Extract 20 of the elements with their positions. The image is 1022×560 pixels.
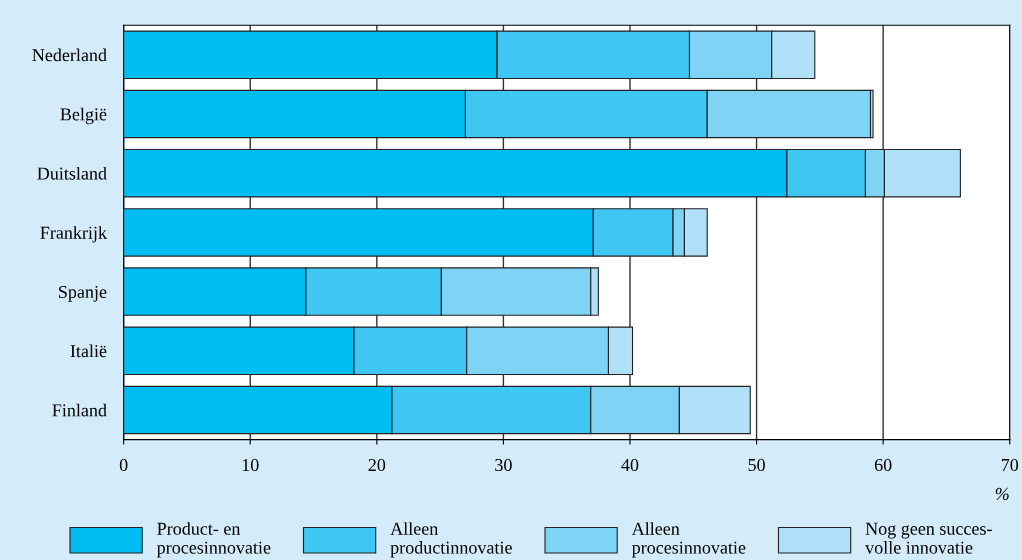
x-tick-label: 70 (1001, 458, 1019, 472)
x-tick-label: 0 (119, 458, 128, 472)
y-tick-label: Spanje (59, 285, 107, 302)
x-tick-label: 20 (368, 458, 386, 472)
x-tick-label: 40 (621, 458, 639, 472)
y-tick-label: Italië (70, 344, 107, 358)
legend-label: Alleen productinnovatie (390, 522, 512, 558)
y-tick-label: België (60, 107, 107, 125)
x-tick-label: 30 (495, 458, 512, 472)
legend-label: Alleen procesinnovatie (631, 522, 746, 558)
y-tick-label: Frankrijk (40, 226, 107, 243)
x-tick-label: 10 (242, 458, 259, 472)
x-tick-label: 60 (874, 458, 892, 472)
legend-label: Product- en procesinnovatie (156, 522, 271, 558)
x-tick-label: 50 (748, 458, 765, 472)
y-tick-label: Duitsland (37, 166, 107, 180)
y-tick-label: Finland (52, 403, 107, 417)
y-tick-label: Nederland (32, 48, 107, 62)
legend-label: Nog geen succes- volle innovatie (865, 522, 992, 554)
x-axis-title: % (995, 487, 1009, 501)
